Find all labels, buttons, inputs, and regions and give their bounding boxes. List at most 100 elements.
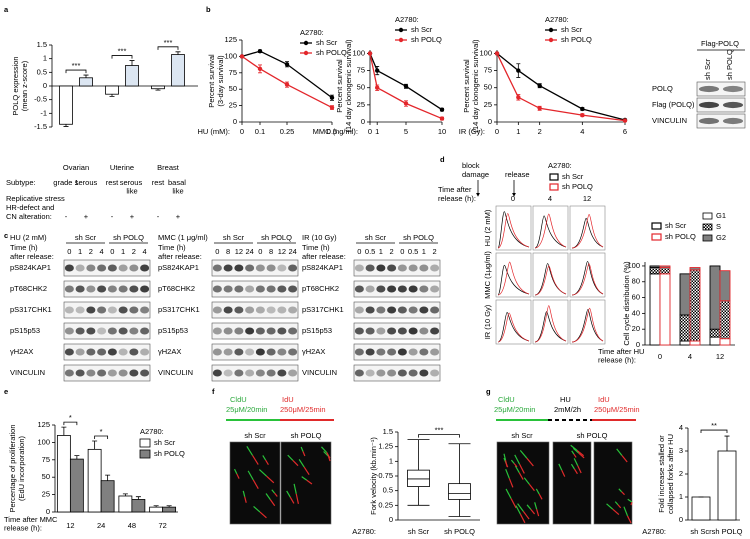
lane-label: 1 (422, 247, 426, 256)
fiber-segment (301, 476, 308, 481)
blot-band (234, 264, 244, 272)
legend-swatch (139, 438, 151, 448)
significance-label: *** (435, 426, 444, 435)
time-label: after release: (10, 252, 54, 261)
fiber-segment (505, 488, 512, 499)
legend-label: G1 (716, 211, 726, 220)
blot-band (140, 264, 150, 272)
legend-label: G2 (716, 233, 726, 242)
blot-band (288, 369, 298, 377)
legend-label: sh POLQ (562, 182, 593, 191)
fiber-segment (513, 463, 518, 468)
legend-label: sh Scr (154, 438, 176, 447)
row-label: IR (10 Gy) (483, 304, 492, 339)
annotation: release (505, 170, 530, 179)
blot-band (430, 348, 440, 356)
legend-swatch (651, 233, 662, 241)
blot-band (430, 327, 440, 335)
panel-letter: f (212, 387, 215, 396)
blot-band (266, 264, 276, 272)
legend-title: A2780: (300, 28, 324, 37)
blot-band (288, 264, 298, 272)
blot-row-label: pT68CHK2 (158, 284, 195, 293)
bar (151, 85, 165, 90)
panel-letter: c (4, 231, 8, 240)
y-axis-label: (3-day survival) (216, 55, 225, 107)
flow-plot (532, 252, 569, 298)
blot-band (354, 327, 364, 335)
bar (149, 506, 164, 513)
condition-mark: + (84, 212, 89, 221)
label-dose: 2mM/2h (554, 405, 581, 414)
group-label: sh POLQ (261, 233, 292, 242)
blot-band (140, 306, 150, 314)
bar-segment (719, 270, 731, 302)
blot-band (266, 327, 276, 335)
error-bar (83, 74, 89, 78)
bar-segment (689, 340, 701, 346)
flow-histogram (571, 263, 604, 296)
x-axis-label: HU (mM): (198, 127, 231, 136)
lane-label: 12 (235, 247, 243, 256)
flow-histogram (534, 305, 567, 343)
data-point (403, 101, 409, 106)
legend-label: sh Scr (561, 25, 583, 34)
y-tick-label: 1.5 (37, 40, 47, 49)
lane-label: 24 (288, 247, 296, 256)
blot-row-label: pS317CHK1 (10, 305, 52, 314)
fiber-segment (246, 446, 254, 456)
data-point (375, 68, 380, 73)
lane-label: sh Scr (703, 58, 712, 80)
fiber-segment (300, 446, 304, 452)
lane-label: 4 (143, 247, 147, 256)
blot-band (277, 327, 287, 335)
blot-row-label: pS317CHK1 (302, 305, 344, 314)
blot-band (234, 285, 244, 293)
blot-band (212, 348, 222, 356)
blot-band (288, 348, 298, 356)
blot-band (234, 369, 244, 377)
box (407, 469, 430, 487)
flow-plot (495, 299, 532, 345)
x-axis-label: A2780: (352, 527, 376, 536)
fiber-segment (522, 511, 530, 520)
fiber-segment (526, 457, 534, 467)
y-tick-label: 0 (636, 340, 640, 349)
error-bar (61, 426, 67, 436)
fiber-segment (614, 501, 619, 506)
fiber-segment (508, 478, 514, 488)
x-tick-label: 4 (580, 127, 584, 136)
lane-label: 1 (78, 247, 82, 256)
lane-label: sh POLQ (725, 49, 734, 80)
y-axis-label: Percent survival (335, 59, 344, 113)
image-label: sh Scr (244, 431, 266, 440)
label-name: CldU (230, 395, 247, 404)
blot-band (118, 348, 128, 356)
fiber-segment (519, 463, 525, 474)
fiber-segment (302, 451, 306, 457)
y-tick-label: 75 (229, 68, 237, 77)
blot-row-label: pT68CHK2 (302, 284, 339, 293)
blot-band (397, 369, 407, 377)
blot-band (408, 264, 418, 272)
blot-band (223, 348, 233, 356)
blot-band (212, 285, 222, 293)
significance-bracket (65, 69, 87, 74)
y-tick-label: 0 (488, 117, 492, 126)
y-tick-label: 125 (37, 420, 50, 429)
legend-label: sh POLQ (665, 232, 696, 241)
fiber-segment (626, 515, 632, 524)
fiber-segment (530, 509, 536, 515)
x-tick-label: sh Scr (408, 527, 430, 536)
x-axis-label: MMC (ng/ml): (313, 127, 358, 136)
legend-title: A2780: (395, 15, 419, 24)
blot-band (376, 348, 386, 356)
blot-band (376, 306, 386, 314)
lane-label: 24 (245, 247, 253, 256)
bar (118, 495, 133, 513)
group-label: sh Scr (223, 233, 245, 242)
label-name: CldU (498, 395, 515, 404)
bar-segment (659, 267, 671, 275)
significance-label: * (100, 427, 103, 436)
